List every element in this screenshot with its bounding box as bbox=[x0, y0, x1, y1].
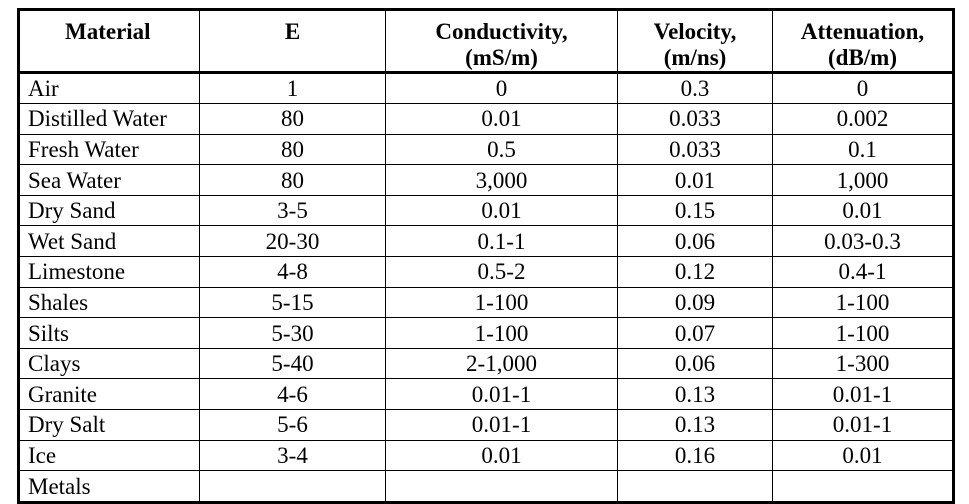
cell-attenuation: 0 bbox=[772, 71, 954, 105]
cell-material: Air bbox=[18, 71, 200, 105]
cell-attenuation bbox=[772, 470, 954, 503]
cell-permittivity bbox=[199, 470, 386, 503]
table-row: Silts 5-30 1-100 0.07 1-100 bbox=[18, 317, 954, 349]
cell-velocity: 0.033 bbox=[617, 103, 773, 135]
cell-attenuation: 1,000 bbox=[772, 164, 954, 196]
cell-permittivity: 4-6 bbox=[199, 378, 386, 411]
cell-attenuation: 1-300 bbox=[772, 347, 954, 380]
cell-permittivity: 3-4 bbox=[199, 439, 386, 472]
cell-material: Distilled Water bbox=[18, 103, 200, 135]
cell-attenuation: 0.01 bbox=[772, 439, 954, 472]
cell-conductivity: 1-100 bbox=[385, 317, 618, 349]
header-row: Material E Conductivity, (mS/m) Velocity… bbox=[18, 9, 954, 74]
cell-material: Clays bbox=[18, 347, 200, 380]
cell-conductivity: 0.01 bbox=[385, 103, 618, 135]
cell-conductivity: 0 bbox=[385, 71, 618, 105]
header-conductivity: Conductivity, (mS/m) bbox=[385, 9, 618, 74]
cell-permittivity: 80 bbox=[199, 103, 386, 135]
header-attenuation-unit: (dB/m) bbox=[828, 44, 897, 70]
table-row: Shales 5-15 1-100 0.09 1-100 bbox=[18, 286, 954, 319]
header-attenuation-text: Attenuation, bbox=[800, 19, 925, 44]
cell-velocity: 0.033 bbox=[617, 133, 773, 166]
cell-conductivity: 1-100 bbox=[385, 286, 618, 319]
cell-attenuation: 1-100 bbox=[772, 286, 954, 319]
table-row: Dry Salt 5-6 0.01-1 0.13 0.01-1 bbox=[18, 409, 954, 441]
header-velocity-unit: (m/ns) bbox=[663, 44, 727, 70]
cell-conductivity: 3,000 bbox=[385, 164, 618, 196]
cell-velocity: 0.06 bbox=[617, 347, 773, 380]
cell-conductivity: 0.01-1 bbox=[385, 409, 618, 441]
cell-permittivity: 5-6 bbox=[199, 409, 386, 441]
table-row: Limestone 4-8 0.5-2 0.12 0.4-1 bbox=[18, 256, 954, 288]
header-velocity: Velocity, (m/ns) bbox=[617, 9, 773, 74]
header-velocity-text: Velocity, bbox=[653, 19, 737, 44]
material-properties-table: Material E Conductivity, (mS/m) Velocity… bbox=[17, 8, 955, 504]
cell-permittivity: 3-5 bbox=[199, 194, 386, 227]
cell-velocity: 0.12 bbox=[617, 256, 773, 288]
cell-material: Limestone bbox=[18, 256, 200, 288]
cell-conductivity: 0.01 bbox=[385, 439, 618, 472]
header-permittivity: E bbox=[199, 9, 386, 74]
cell-attenuation: 0.03-0.3 bbox=[772, 225, 954, 258]
cell-material: Dry Sand bbox=[18, 194, 200, 227]
cell-velocity: 0.16 bbox=[617, 439, 773, 472]
cell-attenuation: 0.01 bbox=[772, 194, 954, 227]
cell-material: Sea Water bbox=[18, 164, 200, 196]
table-row: Air 1 0 0.3 0 bbox=[18, 71, 954, 105]
cell-velocity: 0.13 bbox=[617, 378, 773, 411]
cell-velocity: 0.3 bbox=[617, 71, 773, 105]
header-conductivity-text: Conductivity, bbox=[435, 19, 568, 44]
cell-conductivity: 2-1,000 bbox=[385, 347, 618, 380]
cell-material: Dry Salt bbox=[18, 409, 200, 441]
cell-conductivity: 0.5-2 bbox=[385, 256, 618, 288]
cell-attenuation: 0.01-1 bbox=[772, 409, 954, 441]
cell-permittivity: 20-30 bbox=[199, 225, 386, 258]
cell-attenuation: 0.4-1 bbox=[772, 256, 954, 288]
cell-permittivity: 1 bbox=[199, 71, 386, 105]
cell-material: Shales bbox=[18, 286, 200, 319]
cell-velocity: 0.13 bbox=[617, 409, 773, 441]
cell-conductivity: 0.5 bbox=[385, 133, 618, 166]
table-row: Wet Sand 20-30 0.1-1 0.06 0.03-0.3 bbox=[18, 225, 954, 258]
cell-permittivity: 80 bbox=[199, 133, 386, 166]
table-row: Distilled Water 80 0.01 0.033 0.002 bbox=[18, 103, 954, 135]
header-material-text: Material bbox=[65, 19, 151, 44]
cell-velocity: 0.07 bbox=[617, 317, 773, 349]
cell-attenuation: 0.01-1 bbox=[772, 378, 954, 411]
header-attenuation: Attenuation, (dB/m) bbox=[772, 9, 954, 74]
cell-velocity: 0.15 bbox=[617, 194, 773, 227]
header-conductivity-unit: (mS/m) bbox=[465, 44, 538, 70]
table-row: Sea Water 80 3,000 0.01 1,000 bbox=[18, 164, 954, 196]
cell-material: Fresh Water bbox=[18, 133, 200, 166]
cell-permittivity: 5-40 bbox=[199, 347, 386, 380]
cell-attenuation: 0.002 bbox=[772, 103, 954, 135]
cell-material: Silts bbox=[18, 317, 200, 349]
header-permittivity-text: E bbox=[284, 19, 301, 44]
cell-velocity: 0.09 bbox=[617, 286, 773, 319]
cell-velocity: 0.01 bbox=[617, 164, 773, 196]
cell-permittivity: 80 bbox=[199, 164, 386, 196]
cell-material: Metals bbox=[18, 470, 200, 503]
cell-conductivity: 0.01 bbox=[385, 194, 618, 227]
cell-attenuation: 0.1 bbox=[772, 133, 954, 166]
cell-material: Ice bbox=[18, 439, 200, 472]
table-body: Air 1 0 0.3 0 Distilled Water 80 0.01 0.033 0.002… bbox=[18, 71, 954, 503]
table-row: Clays 5-40 2-1,000 0.06 1-300 bbox=[18, 347, 954, 380]
table-row: Dry Sand 3-5 0.01 0.15 0.01 bbox=[18, 194, 954, 227]
cell-attenuation: 1-100 bbox=[772, 317, 954, 349]
cell-conductivity: 0.1-1 bbox=[385, 225, 618, 258]
table-header: Material E Conductivity, (mS/m) Velocity… bbox=[18, 9, 954, 74]
table-row: Fresh Water 80 0.5 0.033 0.1 bbox=[18, 133, 954, 166]
cell-permittivity: 5-15 bbox=[199, 286, 386, 319]
cell-conductivity: 0.01-1 bbox=[385, 378, 618, 411]
table-row: Granite 4-6 0.01-1 0.13 0.01-1 bbox=[18, 378, 954, 411]
cell-permittivity: 5-30 bbox=[199, 317, 386, 349]
cell-material: Granite bbox=[18, 378, 200, 411]
header-material: Material bbox=[18, 9, 200, 74]
cell-material: Wet Sand bbox=[18, 225, 200, 258]
cell-velocity: 0.06 bbox=[617, 225, 773, 258]
cell-permittivity: 4-8 bbox=[199, 256, 386, 288]
table-row: Ice 3-4 0.01 0.16 0.01 bbox=[18, 439, 954, 472]
